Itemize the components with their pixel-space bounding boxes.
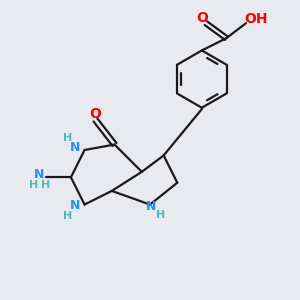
Text: O: O — [89, 107, 101, 121]
Text: H: H — [63, 133, 72, 143]
Text: H: H — [41, 181, 50, 190]
Text: H: H — [156, 211, 165, 220]
Text: N: N — [34, 167, 45, 181]
Text: N: N — [146, 200, 157, 213]
Text: N: N — [70, 141, 80, 154]
Text: H: H — [28, 181, 38, 190]
Text: O: O — [196, 11, 208, 25]
Text: OH: OH — [244, 12, 267, 26]
Text: N: N — [70, 200, 80, 212]
Text: H: H — [63, 211, 72, 221]
